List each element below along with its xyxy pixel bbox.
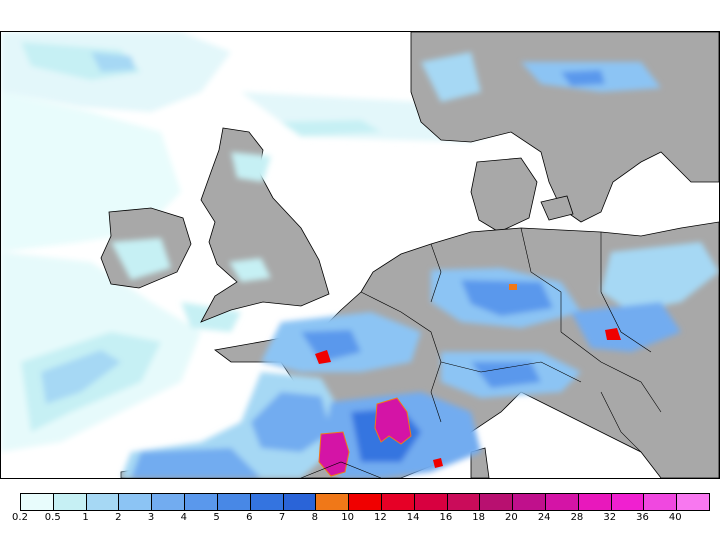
legend-swatch — [283, 494, 317, 510]
legend-label: 3 — [147, 512, 155, 523]
legend-swatch — [316, 494, 350, 510]
legend-label: 36 — [636, 512, 649, 523]
legend-swatch — [250, 494, 284, 510]
legend-label: 4 — [180, 512, 187, 523]
legend-swatch — [21, 494, 54, 510]
legend-swatch — [546, 494, 579, 510]
legend-swatch — [53, 494, 87, 510]
legend-swatch — [217, 494, 251, 510]
legend-swatch — [480, 494, 514, 510]
legend-swatch — [349, 494, 382, 510]
legend-swatch — [152, 494, 186, 510]
legend-label: 6 — [246, 512, 253, 523]
legend-label: 16 — [439, 512, 453, 523]
color-scale-bar — [20, 493, 710, 511]
legend-label: 32 — [603, 512, 617, 523]
legend-swatch — [513, 494, 546, 510]
legend-swatch — [677, 494, 710, 510]
legend-swatch — [185, 494, 218, 510]
legend-label: 0.5 — [44, 512, 61, 523]
legend-label: 14 — [406, 512, 420, 523]
legend-label: 20 — [505, 512, 518, 523]
legend-swatch — [611, 494, 645, 510]
legend-swatch — [414, 494, 448, 510]
legend-label: 12 — [374, 512, 387, 523]
legend-label: 7 — [278, 512, 286, 523]
intense-precip-cells — [315, 284, 621, 477]
legend-label: 5 — [213, 512, 220, 523]
land-precip-layer — [111, 52, 719, 478]
legend-label: 18 — [472, 512, 486, 523]
map-canvas — [1, 32, 719, 478]
legend-label: 40 — [668, 512, 682, 523]
legend-swatch — [447, 494, 481, 510]
legend-swatch — [578, 494, 612, 510]
precipitation-map — [0, 31, 720, 479]
color-scale-labels: 0.2 0.5 1 2 3 4 5 6 7 8 10 12 14 16 18 20 24 28 32 36 40 — [0, 512, 720, 526]
legend-swatch — [381, 494, 415, 510]
legend-label: 1 — [82, 512, 89, 523]
legend-label: 0.2 — [12, 512, 28, 523]
legend-label: 10 — [341, 512, 354, 523]
country-borders — [300, 227, 662, 478]
legend-label: 24 — [537, 512, 551, 523]
legend-swatch — [86, 494, 120, 510]
legend-swatch — [119, 494, 153, 510]
legend-label: 8 — [311, 512, 319, 523]
legend-label: 28 — [570, 512, 584, 523]
legend-label: 2 — [115, 512, 122, 523]
legend-swatch — [644, 494, 678, 510]
